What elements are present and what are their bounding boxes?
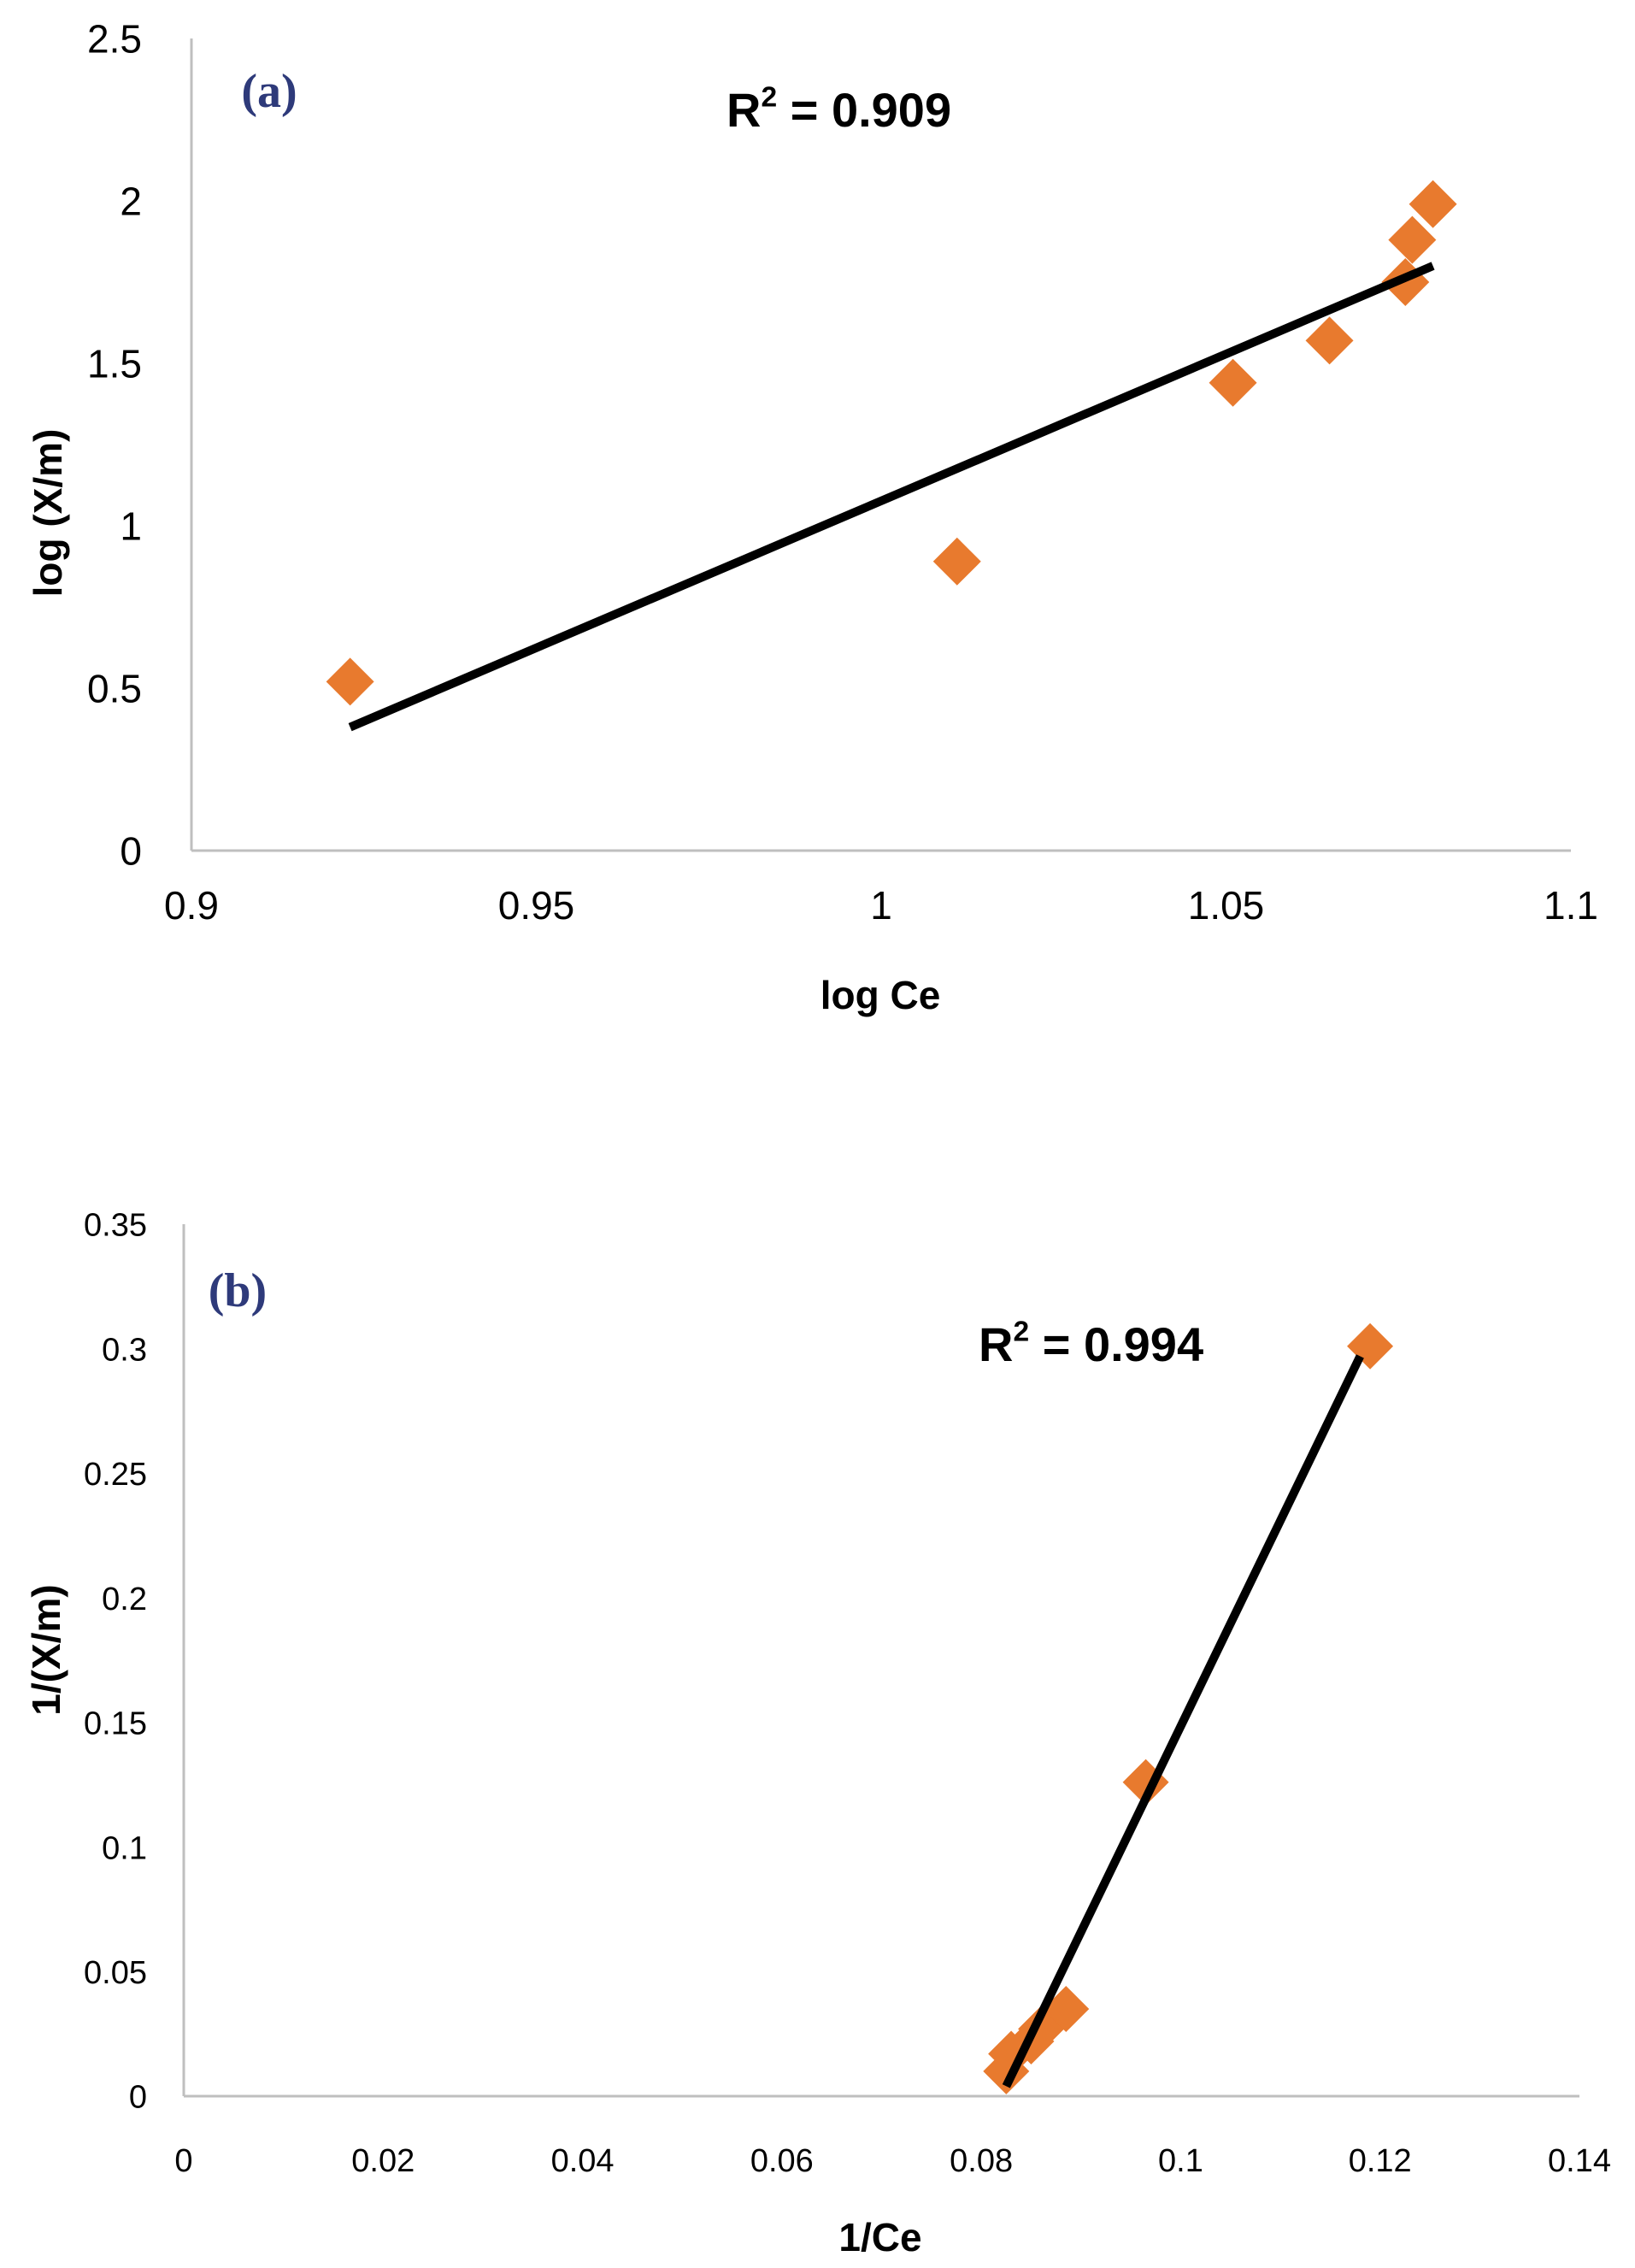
x-tick-label: 0.1 (1158, 2143, 1203, 2179)
trendline (348, 262, 1435, 732)
x-tick-label: 0.9 (164, 883, 219, 928)
r-squared-prefix: R (726, 83, 761, 137)
x-tick-label: 0.12 (1349, 2143, 1412, 2179)
data-point (1388, 215, 1437, 264)
x-tick-label: 0.02 (351, 2143, 415, 2179)
panel-label: (b) (209, 1264, 267, 1317)
x-tick-label: 1 (870, 883, 892, 928)
chart-panel-a: 0.9 0.95 1 1.05 1.1 0 0.5 1 1.5 2 2.5 log Ce log (X/… (26, 17, 1598, 1017)
y-tick-label: 0.15 (84, 1706, 147, 1742)
trendline (1002, 1354, 1364, 2088)
x-tick-label: 0.14 (1548, 2143, 1611, 2179)
r-squared-prefix: R (979, 1317, 1013, 1371)
panel-label: (a) (241, 65, 297, 118)
x-tick-label: 0.95 (498, 883, 575, 928)
y-axis-title: log (X/m) (26, 429, 70, 598)
y-tick-label: 1.5 (87, 342, 142, 386)
data-point (326, 657, 374, 706)
y-axis-title: 1/(X/m) (24, 1584, 68, 1715)
data-point (932, 537, 981, 586)
y-tick-label: 2.5 (87, 17, 142, 62)
r-squared-value: = 0.909 (777, 83, 951, 137)
r-squared-value: = 0.994 (1029, 1317, 1203, 1371)
y-tick-label: 0 (120, 829, 142, 874)
y-tick-label: 0.3 (102, 1332, 147, 1368)
y-tick-label: 0.25 (84, 1457, 147, 1493)
data-point (1305, 316, 1354, 365)
y-tick-label: 0.1 (102, 1830, 147, 1866)
y-tick-label: 0.35 (84, 1208, 147, 1244)
y-tick-label: 1 (120, 504, 142, 549)
x-tick-label: 1.05 (1188, 883, 1265, 928)
r-squared-label: R2 = 0.909 (726, 81, 951, 137)
chart-panel-b: 0 0.02 0.04 0.06 0.08 0.1 0.12 0.14 0 0.05 0.1 0.15… (24, 1208, 1611, 2259)
data-point (1209, 358, 1257, 407)
r-squared-superscript: 2 (1013, 1316, 1029, 1347)
x-tick-label: 0.08 (950, 2143, 1013, 2179)
y-tick-label: 0.05 (84, 1955, 147, 1991)
r-squared-superscript: 2 (761, 81, 777, 113)
x-tick-label: 1.1 (1544, 883, 1598, 928)
x-tick-label: 0.06 (750, 2143, 814, 2179)
x-tick-label: 0.04 (551, 2143, 615, 2179)
y-tick-label: 0.2 (102, 1582, 147, 1617)
y-tick-label: 2 (120, 180, 142, 224)
x-tick-label: 0 (174, 2143, 192, 2179)
y-tick-label: 0 (129, 2080, 147, 2116)
data-point (1409, 180, 1457, 228)
data-point (1043, 1986, 1090, 2032)
x-axis-title: 1/Ce (838, 2215, 921, 2259)
x-axis-title: log Ce (820, 973, 941, 1017)
r-squared-label: R2 = 0.994 (979, 1316, 1203, 1371)
y-tick-label: 0.5 (87, 667, 142, 711)
